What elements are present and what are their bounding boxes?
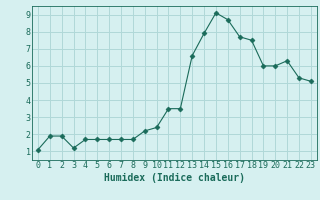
X-axis label: Humidex (Indice chaleur): Humidex (Indice chaleur)	[104, 173, 245, 183]
